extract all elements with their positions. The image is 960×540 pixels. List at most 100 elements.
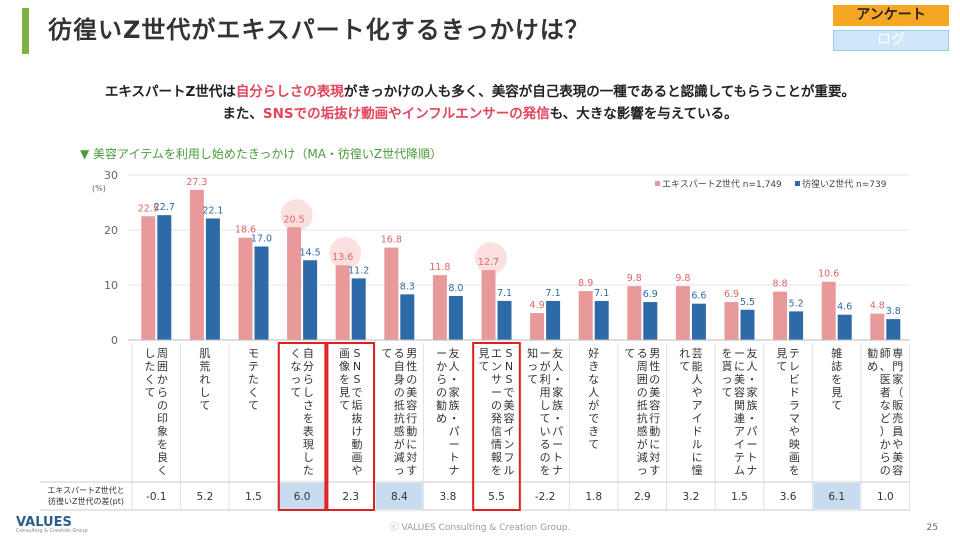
category-label: テレビドラマや映画を見て [776, 347, 800, 477]
diff-value: -0.1 [146, 491, 167, 503]
bar-value-label: 6.9 [643, 289, 658, 300]
bar-expert [724, 302, 739, 340]
bar-value-label: 13.6 [332, 252, 353, 263]
bar-value-label: 12.7 [478, 257, 499, 268]
bar-value-label: 8.0 [448, 283, 463, 294]
summary-text: また、 [222, 106, 263, 122]
diff-value: 5.5 [488, 491, 505, 503]
diff-value: 3.8 [440, 491, 457, 503]
title-accent-bar [22, 8, 29, 54]
copyright: ⓒ VALUES Consulting & Creation Group. [389, 523, 571, 533]
bar-value-label: 8.3 [400, 281, 415, 292]
bar-wandering [205, 218, 220, 340]
bar-value-label: 4.8 [870, 301, 885, 312]
summary-line-2: また、SNSでの垢抜け動画やインフルエンサーの発信も、大きな影響を与えている。 [0, 102, 960, 122]
bar-expert [238, 237, 253, 340]
logo-text: VALUES [16, 515, 72, 530]
category-label: 芸能人やアイドルに憧れて [679, 347, 703, 477]
bar-value-label: 16.8 [381, 235, 402, 246]
bar-value-label: 10.6 [818, 269, 839, 280]
legend-swatch [795, 181, 800, 186]
bar-value-label: 20.5 [284, 214, 305, 225]
diff-value: 8.4 [391, 491, 408, 503]
bar-expert [675, 286, 690, 340]
bar-expert [432, 275, 447, 340]
category-label: 自分らしさを表現したくなって [290, 347, 314, 477]
bar-value-label: 27.3 [186, 177, 207, 188]
diff-value: 3.6 [780, 491, 797, 503]
bar-wandering [643, 302, 658, 340]
bar-value-label: 22.1 [202, 205, 223, 216]
diff-cell-highlight [813, 483, 860, 509]
value-highlight-circle [475, 242, 507, 275]
bar-value-label: 3.8 [886, 306, 901, 317]
bar-value-label: 8.9 [578, 278, 593, 289]
category-highlight-box [277, 342, 327, 511]
bar-expert [773, 291, 788, 340]
diff-value: 1.8 [585, 491, 602, 503]
summary-text: も、大きな影響を与えている。 [549, 106, 738, 122]
diff-value: -2.2 [535, 491, 556, 503]
bar-wandering [594, 300, 609, 340]
y-tick-label: 30 [104, 169, 118, 182]
bar-wandering [789, 311, 804, 340]
diff-value: 1.5 [245, 491, 262, 503]
bar-value-label: 9.8 [627, 273, 642, 284]
section-label: ▼ 美容アイテムを利用し始めたきっかけ（MA・彷徨いZ世代降順） [80, 147, 443, 161]
bar-value-label: 6.9 [724, 289, 739, 300]
diff-value: 1.0 [877, 491, 894, 503]
category-label: 友人・家族・パートナーに美容関連アイテムを貰って [722, 346, 758, 477]
category-highlight-box [472, 342, 521, 511]
bar-value-label: 18.6 [235, 225, 256, 236]
bar-value-label: 22.5 [138, 203, 159, 214]
category-label: 友人・家族・パートナーが利用しているのを知って [527, 346, 563, 477]
bar-value-label: 9.8 [675, 273, 690, 284]
category-label: 専門家（販売員や美容師、医者など）からの勧め [867, 346, 903, 477]
bar-expert [530, 313, 545, 340]
legend-label: 彷徨いZ世代 n=739 [802, 178, 887, 190]
bar-value-label: 14.5 [300, 247, 321, 258]
y-unit-label: (%) [92, 184, 106, 193]
logo-subtext: Consulting & Creation Group [16, 528, 88, 534]
bar-wandering [691, 303, 706, 340]
bar-expert [627, 286, 642, 340]
bar-wandering [303, 260, 318, 340]
tag-survey: アンケート [833, 5, 949, 26]
page-title: 彷徨いZ世代がエキスパート化するきっかけは？ [48, 16, 590, 44]
diff-cell-highlight [376, 483, 423, 509]
bar-value-label: 11.2 [348, 265, 369, 276]
value-highlight-circle [329, 237, 362, 270]
bar-expert [287, 227, 302, 340]
value-highlight-circle [280, 199, 313, 232]
diff-value: 5.2 [197, 491, 214, 503]
category-label: 男性の美容行動に対する自身の抵抗感が減って [381, 347, 417, 477]
bar-value-label: 4.9 [530, 300, 545, 311]
bar-wandering [546, 300, 561, 340]
bar-wandering [254, 246, 269, 340]
bar-wandering [740, 309, 755, 340]
bar-value-label: 8.8 [773, 279, 788, 290]
bar-value-label: 17.0 [251, 234, 272, 245]
category-label: 男性の美容行動に対する周囲の抵抗感が減って [624, 347, 660, 477]
bar-value-label: 7.1 [546, 288, 561, 299]
bar-wandering [157, 215, 172, 340]
bar-value-label: 22.7 [154, 202, 175, 213]
diff-value: 2.9 [634, 491, 651, 503]
category-label: S N S で垢抜け動画や画像を見て [339, 347, 363, 477]
category-label: 肌荒れして [199, 347, 210, 412]
y-tick-label: 20 [104, 224, 118, 237]
summary-highlight: 自分らしさの表現 [235, 84, 344, 100]
bar-value-label: 11.8 [429, 262, 450, 273]
legend-label: エキスパートZ世代 n=1,749 [662, 178, 782, 190]
summary-line-1: エキスパートZ世代は自分らしさの表現がきっかけの人も多く、美容が自己表現の一種で… [0, 80, 960, 100]
bar-expert [384, 247, 399, 340]
bar-value-label: 6.6 [691, 291, 706, 302]
category-highlight-box [326, 342, 375, 511]
bar-value-label: 5.2 [789, 298, 804, 309]
bar-expert [189, 189, 204, 340]
bar-value-label: 5.5 [740, 297, 755, 308]
page-number: 25 [926, 523, 938, 533]
bar-expert [821, 281, 836, 340]
diff-value: 6.1 [828, 491, 845, 503]
